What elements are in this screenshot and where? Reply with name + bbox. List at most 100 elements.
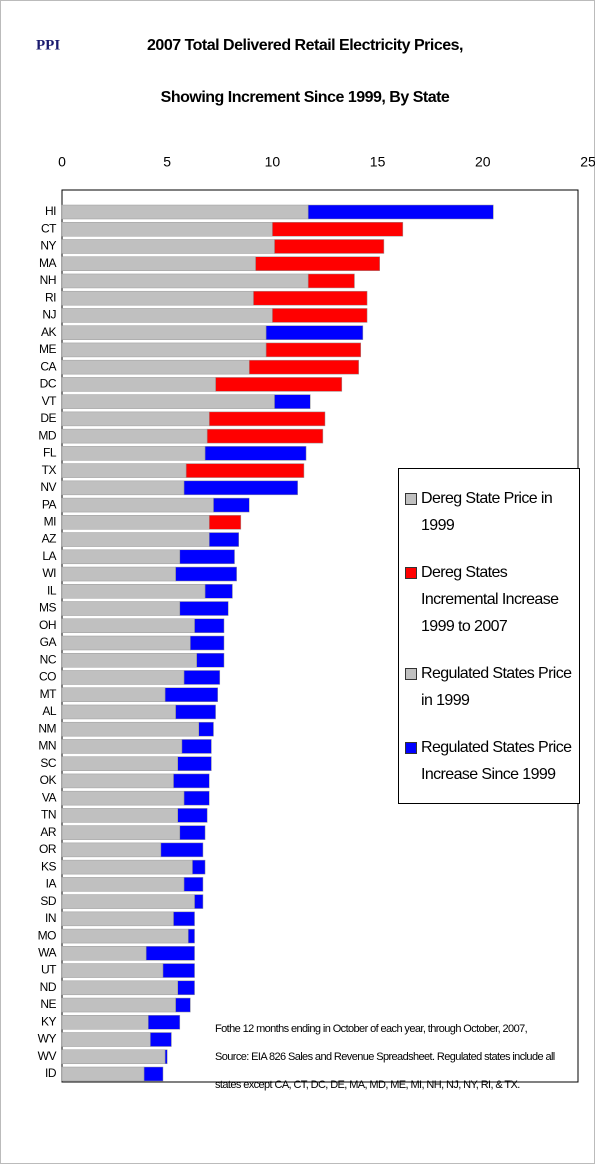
bar-segment (61, 532, 210, 547)
bar-segment (61, 825, 181, 840)
legend-entry: Regulated States Price Increase Since 19… (405, 734, 573, 788)
bar-segment (61, 497, 214, 513)
y-tick-label: KS (41, 859, 57, 873)
bar-segment (61, 1049, 166, 1065)
bar-segment (175, 997, 191, 1013)
y-tick-label: SD (40, 894, 57, 908)
legend-entry: Regulated States Price in 1999 (405, 660, 573, 714)
y-tick-label: NE (40, 997, 56, 1011)
x-tick-label: 15 (370, 154, 386, 170)
bar-segment (61, 359, 250, 375)
bar-segment (274, 394, 311, 409)
bar-segment (61, 928, 189, 944)
bar-segment (194, 894, 204, 909)
x-tick-label: 20 (475, 154, 491, 170)
bar-segment (61, 756, 178, 771)
logo: PPI (36, 37, 60, 53)
bar-segment (209, 515, 242, 530)
bar-segment (272, 308, 368, 323)
bar-segment (206, 428, 324, 444)
bar-segment (61, 515, 210, 530)
bar-segment (61, 549, 181, 565)
bar-segment (179, 549, 235, 565)
bar-segment (204, 446, 307, 461)
y-tick-label: FL (43, 446, 57, 460)
bar-segment (61, 290, 254, 306)
legend-swatch (405, 742, 417, 754)
y-tick-label: ID (45, 1066, 57, 1080)
y-tick-label: CO (39, 670, 56, 684)
legend-entry: Dereg States Incremental Increase 1999 t… (405, 559, 573, 640)
bar-segment (61, 859, 193, 875)
y-tick-label: CA (40, 359, 56, 373)
y-tick-label: IN (45, 911, 56, 925)
legend-label: Dereg States Incremental Increase 1999 t… (421, 564, 559, 635)
y-tick-label: MD (38, 428, 56, 442)
y-tick-label: MO (38, 928, 56, 942)
bar-segment (61, 239, 275, 254)
bar-segment (194, 618, 225, 634)
y-tick-label: MN (38, 739, 56, 753)
bar-segment (61, 946, 147, 961)
legend-entry: Dereg State Price in 1999 (405, 485, 573, 539)
bar-segment (61, 842, 162, 858)
bar-segment (190, 635, 225, 651)
y-tick-label: GA (40, 635, 57, 649)
y-tick-label: TN (41, 808, 56, 822)
y-tick-label: PA (42, 497, 57, 511)
legend-swatch (405, 493, 417, 505)
chart-title: Showing Increment Since 1999, By State (161, 89, 450, 106)
bar-segment (61, 256, 256, 271)
bar-segment (61, 894, 195, 909)
bar-segment (61, 652, 197, 668)
y-tick-label: HI (45, 204, 56, 218)
y-tick-label: MS (39, 601, 56, 615)
y-tick-label: KY (41, 1014, 57, 1028)
x-tick-label: 5 (163, 154, 171, 170)
bar-segment (61, 687, 166, 702)
bar-segment (61, 877, 185, 892)
bar-segment (61, 808, 178, 823)
y-tick-label: VT (42, 394, 58, 408)
bar-segment (255, 256, 380, 271)
y-tick-label: WA (38, 945, 56, 959)
y-tick-label: AL (42, 704, 57, 718)
bar-segment (162, 963, 195, 978)
bar-segment (274, 239, 385, 254)
legend-label: Regulated States Price Increase Since 19… (421, 739, 572, 783)
bar-segment (177, 756, 212, 771)
bar-segment (213, 497, 250, 513)
bar-segment (175, 566, 237, 582)
footnote: states except CA, CT, DC, DE, MA, MD, ME… (215, 1079, 520, 1091)
y-tick-label: IA (46, 877, 57, 891)
x-tick-label: 10 (265, 154, 281, 170)
bar-segment (164, 687, 218, 702)
y-tick-label: OH (39, 618, 56, 632)
y-tick-label: WI (42, 566, 56, 580)
bar-segment (61, 601, 181, 616)
bar-segment (183, 480, 298, 496)
y-tick-label: AZ (42, 532, 57, 546)
bar-segment (61, 221, 273, 237)
bar-segment (307, 204, 494, 220)
y-tick-label: WY (38, 1032, 57, 1046)
bar-segment (61, 1015, 149, 1030)
bar-segment (196, 652, 225, 668)
bar-segment (187, 928, 195, 944)
legend: Dereg State Price in 1999 Dereg States In… (398, 468, 580, 804)
y-tick-label: VA (42, 790, 57, 804)
bar-segment (249, 359, 359, 375)
bar-segment (61, 997, 176, 1013)
bar-segment (61, 446, 206, 461)
legend-label: Dereg State Price in 1999 (421, 490, 553, 534)
y-tick-label: MT (40, 687, 57, 701)
legend-swatch (405, 668, 417, 680)
y-tick-label: CT (41, 221, 57, 235)
bar-segment (61, 790, 185, 806)
bar-segment (61, 980, 178, 996)
bar-segment (61, 480, 185, 496)
bar-segment (209, 411, 326, 427)
bar-segment (61, 1066, 145, 1082)
